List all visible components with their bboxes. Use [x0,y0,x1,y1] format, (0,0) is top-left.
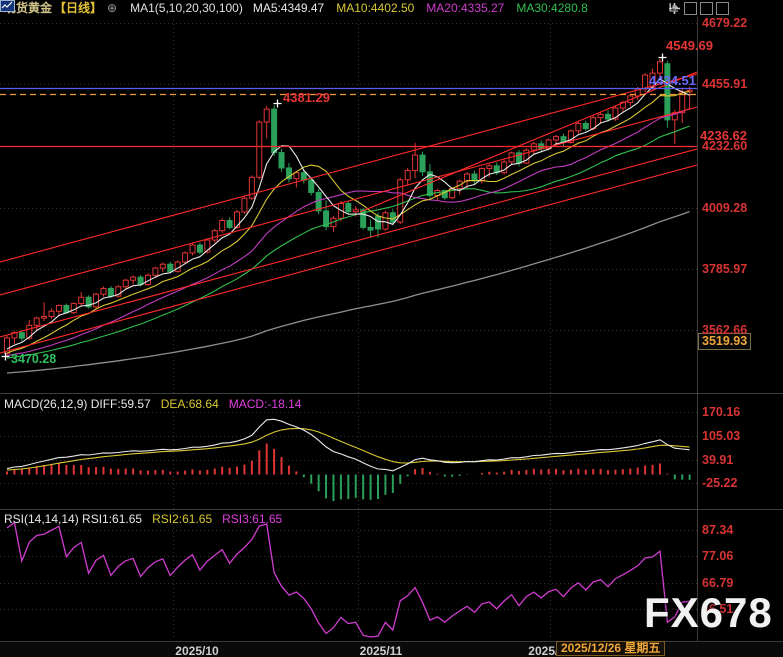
ma20-value: MA20:4335.27 [426,1,505,15]
ma30-value: MA30:4280.8 [516,1,588,15]
symbol-name: 现货黄金 [4,1,53,15]
chart-header: 现货黄金 【日线】 ⊕ MA1(5,10,20,30,100) MA5:4349.47 M… [0,0,783,17]
chart-toolbar [668,2,729,15]
y-axis-scale-icon[interactable] [669,2,697,15]
crosshair-icon[interactable] [668,2,681,15]
x-axis-scale-icon[interactable] [669,2,713,15]
date-tick-label: 2025/10 [175,644,219,657]
date-tick-label: 2025/11 [359,644,403,657]
circle-plus-icon[interactable]: ⊕ [107,1,118,15]
ma-params-label: MA1(5,10,20,30,100) [130,1,243,15]
watermark: FX678 [644,589,773,636]
selected-date-label: 2025/12/26 星期五 [556,641,666,656]
ma10-value: MA10:4402.50 [336,1,415,15]
pan-right-icon[interactable] [670,2,729,15]
date-axis[interactable]: 2025/10 2025/11 2025/12 [0,641,783,657]
ma5-value: MA5:4349.47 [252,1,325,15]
period-label: 【日线】 [54,1,103,15]
